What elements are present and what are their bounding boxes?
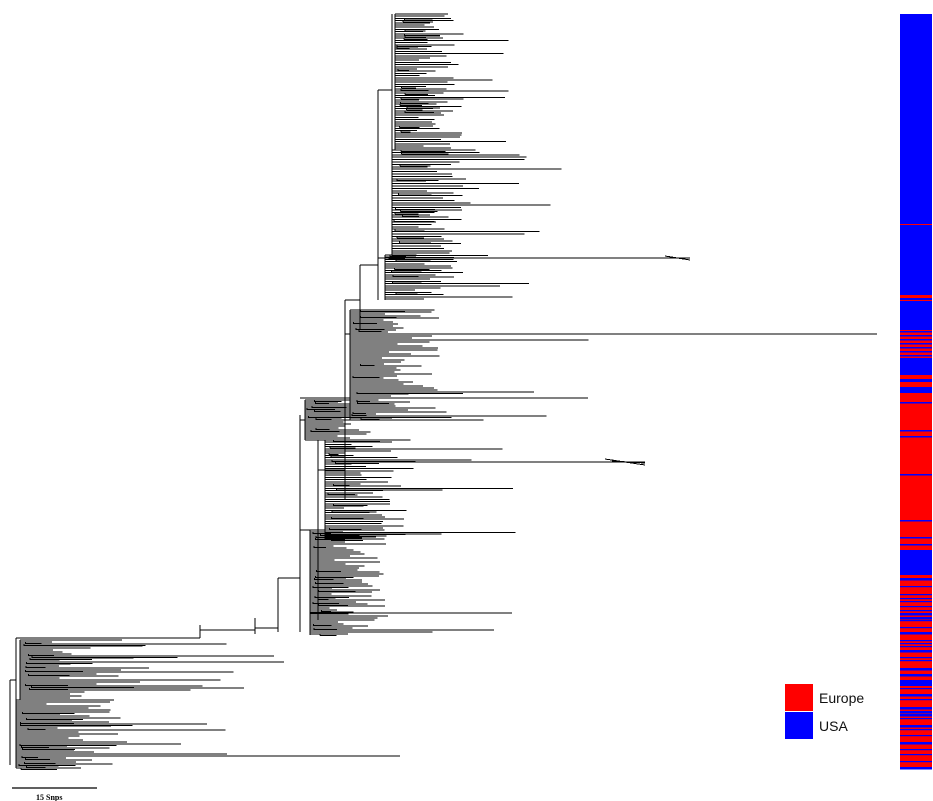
origin-color-strip — [900, 14, 932, 770]
scale-bar-label: 15 Snps — [36, 793, 62, 801]
origin-strip-bands — [900, 224, 932, 770]
legend-swatch-europe — [785, 684, 813, 711]
legend: Europe USA — [785, 684, 864, 739]
legend-label-usa: USA — [819, 718, 848, 734]
legend-swatch-usa — [785, 712, 813, 739]
scale-bar: 15 Snps — [12, 787, 97, 801]
phylogenetic-tree — [9, 13, 877, 770]
legend-label-europe: Europe — [819, 690, 864, 706]
